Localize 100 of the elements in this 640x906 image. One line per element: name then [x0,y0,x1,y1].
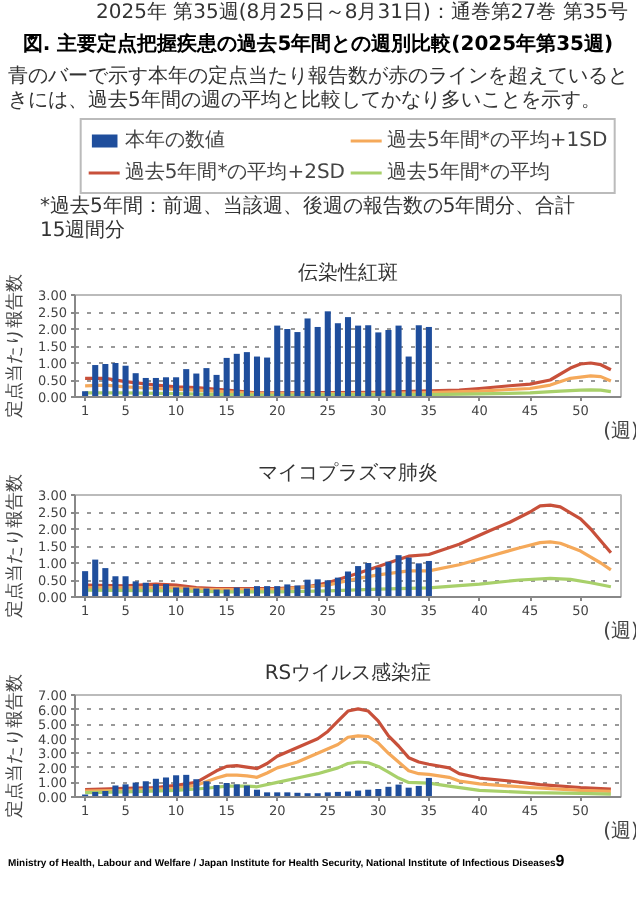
bar [385,330,392,397]
bar [213,374,220,397]
legend-label: 過去5年間*の平均+1SD [387,127,608,154]
chart-title: マイコプラズマ肺炎 [258,461,438,485]
legend-label: 過去5年間*の平均+2SD [124,159,345,186]
chart-title: 伝染性紅斑 [298,261,398,285]
bar [243,352,250,397]
bar [102,364,109,397]
line-series [83,576,613,594]
bar [395,325,402,397]
bar [92,365,99,397]
bar [233,353,240,397]
bar [304,579,311,597]
bar [142,781,149,797]
bar [223,783,230,797]
bar [395,555,402,597]
bar [314,326,321,397]
bar [334,577,341,597]
bar [294,585,301,597]
bar [142,377,149,397]
legend-label: 本年の数値 [124,127,225,154]
bar [334,323,341,397]
bar [405,356,412,397]
bar [264,357,271,397]
bar [193,779,200,797]
bar [405,557,412,597]
bar [152,778,159,797]
bar [183,369,190,397]
bar [344,317,352,397]
line-series [83,540,613,592]
bar [122,784,129,797]
bar [122,576,129,597]
bar [274,586,281,597]
bar [203,368,210,397]
text: 青のバーで示す本年の定点当たり報告数が赤のラインを超えているときには、過去5年間の週の平均と比較してかなり多いことを示す。 [8,65,628,114]
bar [375,567,382,597]
bar [253,356,261,397]
legend-label: 過去5年間*の平均 [387,159,550,186]
bar [102,568,109,597]
bar [152,377,159,397]
bar [122,365,129,397]
bar [344,571,352,597]
bar [375,332,382,397]
bar [162,377,170,397]
line-series [83,503,613,591]
bar [142,582,149,597]
bar [112,785,119,797]
bar [243,785,250,797]
bar [284,329,291,397]
y-axis-title: 定点当たり報告数 [4,474,27,618]
bar [294,332,301,397]
bar [203,781,210,797]
bar [365,325,372,397]
line-series [83,734,613,794]
bar [162,777,170,797]
bar [355,566,362,597]
bar [132,373,139,397]
bar [132,581,139,597]
bar [112,363,119,397]
bar [173,377,180,397]
bar [183,774,190,797]
bar [304,318,311,397]
chart-subtitle: *過去5年間：前週、当該週、後週の報告数の5年間分、合計15週間分 [40,196,578,244]
bar [223,357,230,397]
line-series [83,760,613,796]
bar [233,587,240,597]
bar [92,559,99,597]
y-axis-title: 定点当たり報告数 [4,274,27,418]
bar [173,775,180,797]
chart-title: RSウイルス感染症 [264,661,432,685]
bar [425,326,432,397]
bar [415,563,422,597]
text: 図. 主要定点把握疾患の過去5年間との週別比較(2025年第35週) [20,32,616,61]
bar [284,584,291,597]
bar [425,560,432,597]
bar [152,584,159,597]
text: 9 [555,851,565,870]
bar [173,587,180,597]
y-axis-title: 定点当たり報告数 [4,674,27,818]
bar [193,373,200,397]
bar [112,576,119,597]
bar [213,785,220,797]
bar [385,561,392,597]
bar [233,784,240,797]
bar [324,311,331,397]
line-series [83,361,613,395]
text: 2025年 第35週(8月25日～8月31日)：通巻第27巻 第35号 [94,0,628,28]
bar [274,325,281,397]
line-series [83,707,613,792]
bar [162,584,170,597]
bar [264,586,271,597]
bar [355,325,362,397]
bar [415,785,422,797]
bar [314,579,321,597]
bar [82,571,89,597]
bar [425,777,432,797]
bar [415,325,422,397]
bar [365,563,372,597]
bar [324,580,331,597]
bar [183,587,190,597]
